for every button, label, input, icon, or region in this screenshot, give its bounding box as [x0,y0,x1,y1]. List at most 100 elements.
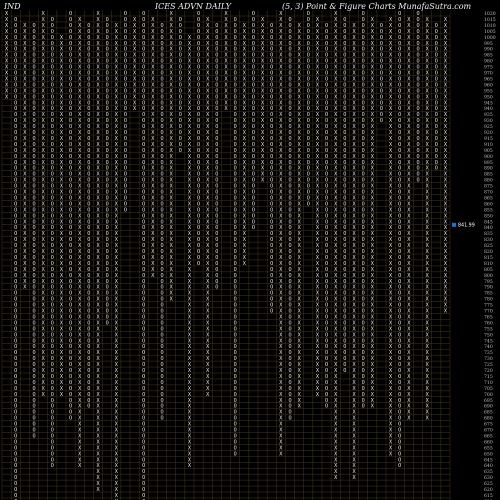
pf-box: X [426,309,430,315]
pf-box: O [252,35,255,41]
pf-box: O [160,225,163,231]
pf-box: X [115,493,119,499]
pf-box: X [188,356,192,362]
pf-box: X [389,225,393,231]
pf-box: X [389,451,393,457]
pf-box: X [115,29,119,35]
pf-box: X [23,100,27,106]
pf-box: X [5,23,9,29]
pf-box: O [87,148,90,154]
pf-box: X [389,35,393,41]
pf-box: O [343,273,346,279]
pf-box: X [316,285,320,291]
pf-box: X [389,410,393,416]
pf-box: X [115,53,119,59]
pf-box: O [32,154,35,160]
pf-box: X [206,338,210,344]
pf-box: O [179,88,182,94]
pf-box: X [352,23,356,29]
pf-box: X [444,303,448,309]
pf-box: O [325,368,328,374]
pf-box: O [142,160,145,166]
pf-box: X [42,255,46,261]
y-tick-label: 745 [484,338,493,344]
pf-box: O [398,445,401,451]
pf-box: O [197,207,200,213]
pf-box: O [14,53,17,59]
pf-box: X [224,11,228,17]
y-tick-label: 870 [484,190,493,196]
pf-box: X [371,136,375,142]
pf-box: O [398,136,401,142]
pf-box: X [334,291,338,297]
pf-box: O [32,59,35,65]
pf-box: O [325,237,328,243]
pf-box: X [78,255,82,261]
pf-box: O [398,320,401,326]
pf-box: O [234,41,237,47]
pf-box: X [96,136,100,142]
pf-box: X [298,249,302,255]
pf-box: X [352,166,356,172]
pf-box: X [426,136,430,142]
pf-box: X [23,255,27,261]
pf-box: O [398,362,401,368]
pf-box: O [14,273,17,279]
pf-box: O [160,237,163,243]
pf-box: O [435,53,438,59]
pf-box: O [234,297,237,303]
pf-box: X [352,410,356,416]
pf-box: X [389,422,393,428]
pf-box: O [160,112,163,118]
pf-box: O [160,106,163,112]
pf-box: O [435,124,438,130]
pf-box: X [115,243,119,249]
pf-box: X [78,303,82,309]
pf-box: X [170,297,174,303]
pf-box: X [334,166,338,172]
pf-box: X [352,130,356,136]
pf-box: X [334,433,338,439]
y-tick-label: 680 [484,416,493,422]
pf-box: X [60,356,64,362]
pf-box: O [343,344,346,350]
pf-box: X [407,59,411,65]
pf-box: X [96,422,100,428]
pf-box: X [389,291,393,297]
pf-box: X [42,82,46,88]
pf-box: X [279,309,283,315]
pf-box: O [270,201,273,207]
pf-box: X [206,23,210,29]
pf-box: X [279,207,283,213]
pf-box: O [69,410,72,416]
pf-box: X [371,53,375,59]
pf-box: X [407,172,411,178]
pf-box: X [298,88,302,94]
pf-box: O [124,118,127,124]
pf-box: X [243,261,247,267]
pf-box: O [398,291,401,297]
pf-box: X [279,344,283,350]
pf-box: O [69,332,72,338]
pf-box: O [142,82,145,88]
pf-box: X [78,463,82,469]
pf-box: X [151,154,155,160]
y-tick-label: 865 [484,195,493,201]
pf-box: O [288,249,291,255]
pf-box: O [179,35,182,41]
pf-box: O [14,433,17,439]
pf-box: X [298,35,302,41]
pf-box: X [60,380,64,386]
pf-box: O [215,249,218,255]
pf-box: X [279,59,283,65]
pf-box: O [142,487,145,493]
pf-box: O [398,428,401,434]
pf-box: O [14,416,17,422]
pf-box: X [60,130,64,136]
pf-box: X [42,326,46,332]
pf-box: O [288,71,291,77]
pf-box: O [69,416,72,422]
pf-box: O [252,29,255,35]
pf-box: O [215,225,218,231]
pf-box: X [334,160,338,166]
